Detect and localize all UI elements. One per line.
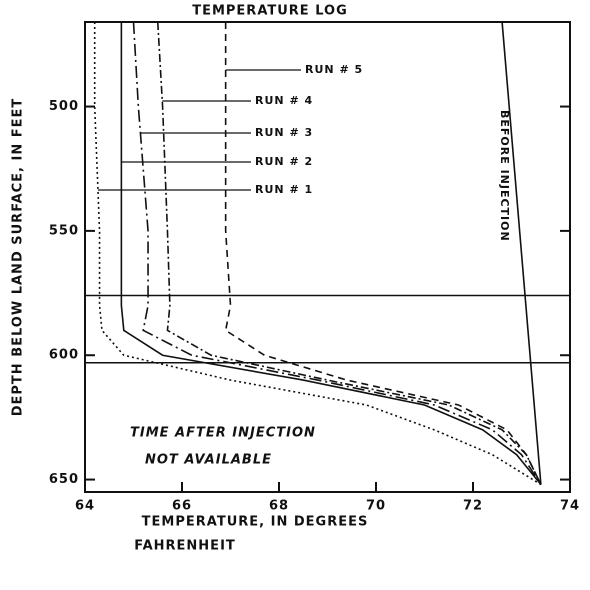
x-tick-label: 72 xyxy=(463,499,483,514)
y-tick-label: 600 xyxy=(49,348,79,363)
series-label: RUN # 5 xyxy=(305,63,363,76)
annotation: NOT AVAILABLE xyxy=(145,453,272,468)
y-tick-label: 650 xyxy=(49,472,79,487)
x-tick-label: 70 xyxy=(366,499,386,514)
x-tick-label: 74 xyxy=(560,499,580,514)
plot-frame xyxy=(84,21,571,493)
series-label: RUN # 1 xyxy=(255,183,313,196)
x-axis-label: FAHRENHEIT xyxy=(134,539,236,554)
x-tick-label: 66 xyxy=(172,499,192,514)
y-tick-label: 550 xyxy=(49,223,79,238)
line-series xyxy=(132,21,542,485)
line-series xyxy=(501,21,542,485)
series-label: RUN # 4 xyxy=(255,94,313,107)
annotation: TIME AFTER INJECTION xyxy=(130,426,316,441)
line-series xyxy=(120,22,542,486)
line-series xyxy=(93,22,542,486)
series-label: RUN # 3 xyxy=(255,126,313,139)
x-axis-label: TEMPERATURE, IN DEGREES xyxy=(142,515,369,530)
series-label: RUN # 2 xyxy=(255,155,313,168)
series-label: BEFORE INJECTION xyxy=(498,110,511,242)
line-series xyxy=(224,22,542,485)
y-axis-label: DEPTH BELOW LAND SURFACE, IN FEET xyxy=(11,98,26,417)
line-series xyxy=(156,21,542,485)
x-tick-label: 64 xyxy=(75,499,95,514)
x-tick-label: 68 xyxy=(269,499,289,514)
y-tick-label: 500 xyxy=(49,99,79,114)
chart-title: TEMPERATURE LOG xyxy=(192,4,348,19)
